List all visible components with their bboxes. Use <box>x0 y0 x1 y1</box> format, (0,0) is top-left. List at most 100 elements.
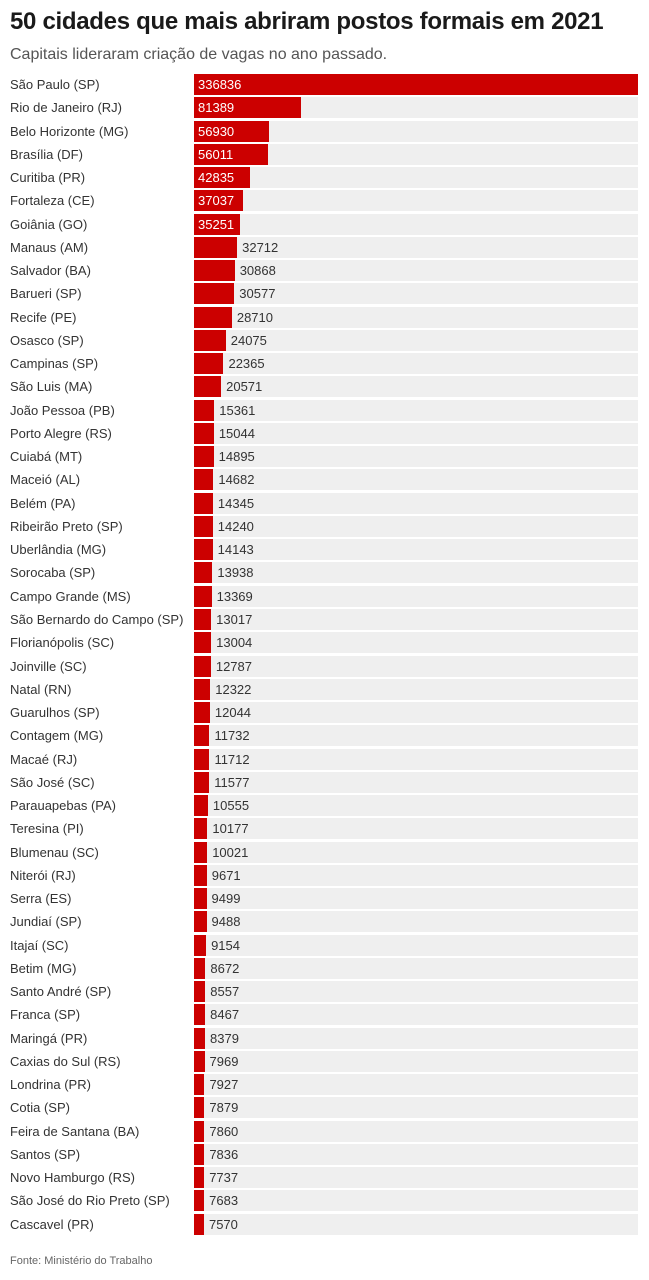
bar-row: Blumenau (SC) 10021 <box>0 841 649 863</box>
bar-track <box>194 283 638 305</box>
value-label: 10021 <box>212 844 249 860</box>
bar <box>194 539 213 561</box>
bar-track <box>194 97 638 119</box>
category-label: Teresina (PI) <box>10 821 84 837</box>
bar-track <box>194 585 638 607</box>
value-label: 28710 <box>236 309 273 325</box>
category-label: Joinville (SC) <box>10 658 87 674</box>
bar-track <box>194 771 638 793</box>
value-label: 7927 <box>209 1077 239 1093</box>
category-label: Franca (SP) <box>10 1007 81 1023</box>
value-label: 9671 <box>211 867 241 883</box>
bar <box>194 888 207 910</box>
bar <box>194 329 226 351</box>
bar-row: São Bernardo do Campo (SP) 13017 <box>0 608 649 630</box>
category-label: Osasco (SP) <box>10 332 84 348</box>
bar <box>194 1050 205 1072</box>
category-label: Cascavel (PR) <box>10 1216 94 1232</box>
bar <box>194 1190 205 1212</box>
value-label: 9488 <box>211 914 241 930</box>
bar-track <box>194 957 638 979</box>
bar <box>194 446 214 468</box>
category-label: Guarulhos (SP) <box>10 705 100 721</box>
category-label: São Bernardo do Campo (SP) <box>10 611 184 627</box>
value-label: 11732 <box>214 728 250 744</box>
value-label: 20571 <box>226 379 263 395</box>
bar <box>194 283 235 305</box>
bar <box>194 795 208 817</box>
category-label: Rio de Janeiro (RJ) <box>10 100 122 116</box>
value-label: 10177 <box>212 821 249 837</box>
category-label: Itajaí (SC) <box>10 937 69 953</box>
bar <box>194 353 224 375</box>
bar <box>194 841 208 863</box>
bar <box>194 632 212 654</box>
bar-row: São Luis (MA) 20571 <box>0 376 649 398</box>
bar-row: Franca (SP) 8467 <box>0 1004 649 1026</box>
value-label: 12044 <box>214 705 252 721</box>
value-label: 336836 <box>198 77 242 92</box>
bar-track <box>194 1004 638 1026</box>
bar <box>194 864 207 886</box>
value-label: 32712 <box>242 239 279 255</box>
value-label: 8672 <box>210 960 240 976</box>
bar-track <box>194 399 638 421</box>
bar-row: Porto Alegre (RS) 15044 <box>0 422 649 444</box>
bar-track <box>194 446 638 468</box>
value-label: 22365 <box>228 356 265 372</box>
bar <box>194 306 232 328</box>
bar-row: Novo Hamburgo (RS) 7737 <box>0 1167 649 1189</box>
bar-row: Florianópolis (SC) 13004 <box>0 632 649 654</box>
category-label: Cuiabá (MT) <box>10 449 83 465</box>
bar-track <box>194 539 638 561</box>
bar-row: São José (SC) 11577 <box>0 771 649 793</box>
bar-track <box>194 562 638 584</box>
bar <box>194 422 214 444</box>
bar <box>194 748 210 770</box>
bar-track <box>194 608 638 630</box>
bar <box>194 585 212 607</box>
bar <box>194 1074 205 1096</box>
bar-row: Contagem (MG) 11732 <box>0 725 649 747</box>
bar-track <box>194 1074 638 1096</box>
bar <box>194 725 210 747</box>
category-label: Porto Alegre (RS) <box>10 425 112 441</box>
bar-row: Barueri (SP) 30577 <box>0 283 649 305</box>
category-label: Santos (SP) <box>10 1146 81 1162</box>
bar-row: Cascavel (PR) 7570 <box>0 1213 649 1235</box>
value-label: 13369 <box>216 588 253 604</box>
category-label: Natal (RN) <box>10 681 72 697</box>
bar-row: Niterói (RJ) 9671 <box>0 864 649 886</box>
bar-row: Ribeirão Preto (SP) 14240 <box>0 515 649 537</box>
value-label: 37037 <box>198 193 235 209</box>
value-label: 13938 <box>217 565 254 581</box>
bar-track <box>194 1167 638 1189</box>
bar-chart: São Paulo (SP) 336836 Rio de Janeiro (RJ) 8… <box>0 74 649 1238</box>
bar-row: Betim (MG) 8672 <box>0 957 649 979</box>
bar <box>194 1027 206 1049</box>
value-label: 7879 <box>209 1100 239 1116</box>
category-label: São Paulo (SP) <box>10 77 100 92</box>
bar-row: Curitiba (PR) 42835 <box>0 167 649 189</box>
bar <box>194 167 251 189</box>
category-label: Cotia (SP) <box>10 1100 70 1116</box>
category-label: Campinas (SP) <box>10 356 99 372</box>
bar-track <box>194 469 638 491</box>
bar-row: João Pessoa (PB) 15361 <box>0 399 649 421</box>
bar-row: Goiânia (GO) 35251 <box>0 213 649 235</box>
category-label: Manaus (AM) <box>10 239 89 255</box>
bar-row: Feira de Santana (BA) 7860 <box>0 1120 649 1142</box>
category-label: Blumenau (SC) <box>10 844 99 860</box>
value-label: 42835 <box>198 170 235 186</box>
bar-track <box>194 422 638 444</box>
category-label: Londrina (PR) <box>10 1077 91 1093</box>
category-label: Recife (PE) <box>10 309 77 325</box>
bar-row: Manaus (AM) 32712 <box>0 236 649 258</box>
bar-row: Osasco (SP) 24075 <box>0 329 649 351</box>
bar-row: Serra (ES) 9499 <box>0 888 649 910</box>
bar-track <box>194 1050 638 1072</box>
bar-track <box>194 515 638 537</box>
bar <box>194 771 210 793</box>
bar-row: Cotia (SP) 7879 <box>0 1097 649 1119</box>
bar <box>194 911 207 933</box>
